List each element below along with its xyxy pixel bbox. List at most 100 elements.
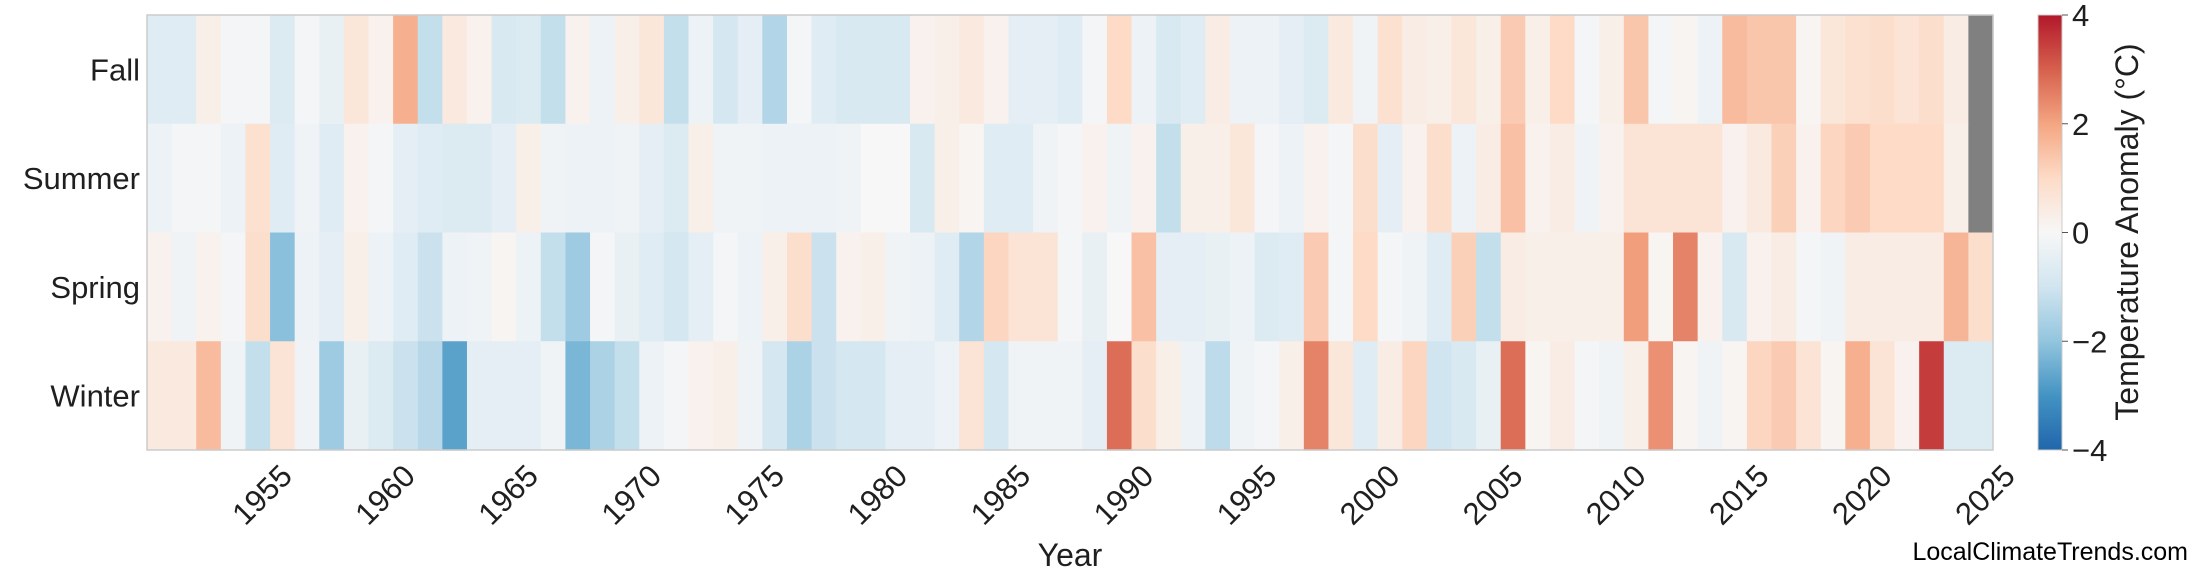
heatmap-cell-winter-1988 <box>1082 341 1108 451</box>
heatmap-cell-summer-1970 <box>639 123 665 234</box>
heatmap-cell-winter-1961 <box>417 341 443 451</box>
heatmap-cell-winter-1974 <box>737 341 763 451</box>
x-tick-label-1965: 1965 <box>471 458 545 532</box>
heatmap-cell-winter-1967 <box>565 341 591 451</box>
heatmap-cell-fall-2018 <box>1820 15 1846 125</box>
x-tick-label-2025: 2025 <box>1948 458 2022 532</box>
heatmap-cells <box>147 15 1994 451</box>
heatmap-cell-spring-2024 <box>1968 232 1994 342</box>
heatmap-cell-summer-2000 <box>1377 123 1403 234</box>
heatmap-cell-spring-1975 <box>762 232 788 342</box>
colorbar-tick-label-0: −4 <box>2072 433 2107 468</box>
heatmap-cell-spring-2017 <box>1796 232 1822 342</box>
heatmap-cell-winter-1955 <box>270 341 296 451</box>
heatmap-cell-winter-2002 <box>1426 341 1453 451</box>
heatmap-cell-summer-1991 <box>1156 123 1182 234</box>
heatmap-cell-summer-1983 <box>959 123 985 234</box>
heatmap-cell-spring-1971 <box>663 232 690 342</box>
heatmap-cell-winter-1950 <box>147 341 173 451</box>
heatmap-cell-winter-1981 <box>910 341 936 451</box>
heatmap-cell-fall-1991 <box>1156 15 1182 125</box>
heatmap-cell-summer-1961 <box>417 123 443 234</box>
heatmap-cell-fall-1979 <box>860 15 886 125</box>
heatmap-cell-fall-2005 <box>1500 15 1526 125</box>
heatmap-cell-summer-1951 <box>171 123 197 234</box>
heatmap-cell-spring-1954 <box>245 232 271 342</box>
heatmap-cell-winter-2023 <box>1943 341 1969 451</box>
heatmap-cell-winter-1997 <box>1303 341 1330 451</box>
heatmap-cell-winter-1953 <box>220 341 247 451</box>
heatmap-cell-winter-2016 <box>1771 341 1797 451</box>
colorbar-tick-label-4: 4 <box>2072 0 2089 33</box>
heatmap-cell-winter-2008 <box>1574 341 1600 451</box>
heatmap-cell-spring-1996 <box>1279 232 1305 342</box>
heatmap-cell-spring-1986 <box>1033 232 1059 342</box>
heatmap-cell-winter-2019 <box>1845 341 1871 451</box>
heatmap-cell-spring-2011 <box>1648 232 1674 342</box>
colorbar-tick-label-1: −2 <box>2072 324 2107 359</box>
heatmap-cell-spring-1988 <box>1082 232 1108 342</box>
heatmap-cell-spring-2021 <box>1894 232 1920 342</box>
heatmap-cell-spring-1955 <box>270 232 296 342</box>
heatmap-cell-summer-1993 <box>1205 123 1231 234</box>
heatmap-cell-fall-1975 <box>762 15 788 125</box>
x-tick-label-1990: 1990 <box>1087 458 1161 532</box>
heatmap-cell-winter-2006 <box>1525 341 1551 451</box>
heatmap-cell-summer-1957 <box>319 123 345 234</box>
heatmap-cell-fall-1985 <box>1008 15 1034 125</box>
heatmap-cell-fall-1977 <box>811 15 837 125</box>
heatmap-cell-spring-1980 <box>885 232 911 342</box>
heatmap-cell-summer-2003 <box>1451 123 1477 234</box>
heatmap-cell-winter-1999 <box>1353 341 1379 451</box>
heatmap-cell-summer-1971 <box>663 123 690 234</box>
heatmap-cell-spring-2009 <box>1599 232 1625 342</box>
heatmap-cell-fall-2004 <box>1476 15 1502 125</box>
heatmap-cell-winter-1994 <box>1229 341 1256 451</box>
heatmap-cell-fall-2013 <box>1697 15 1723 125</box>
heatmap-cell-winter-1991 <box>1156 341 1182 451</box>
heatmap-cell-winter-1968 <box>590 341 616 451</box>
heatmap-cell-spring-2000 <box>1377 232 1403 342</box>
heatmap-cell-spring-2020 <box>1869 232 1896 342</box>
heatmap-cell-fall-2016 <box>1771 15 1797 125</box>
heatmap-cell-spring-1963 <box>466 232 493 342</box>
site-credit: LocalClimateTrends.com <box>1912 538 2188 566</box>
heatmap-cell-summer-1988 <box>1082 123 1108 234</box>
heatmap-cell-summer-2006 <box>1525 123 1551 234</box>
x-tick-label-1985: 1985 <box>964 458 1038 532</box>
x-tick-label-1995: 1995 <box>1210 458 1284 532</box>
heatmap-cell-summer-1977 <box>811 123 837 234</box>
heatmap-cell-winter-2018 <box>1820 341 1846 451</box>
heatmap-cell-summer-2004 <box>1476 123 1502 234</box>
heatmap-cell-summer-1955 <box>270 123 296 234</box>
heatmap-cell-fall-1960 <box>393 15 419 125</box>
heatmap-cell-fall-1952 <box>196 15 222 125</box>
heatmap-cell-summer-1967 <box>565 123 591 234</box>
heatmap-cell-summer-1992 <box>1180 123 1206 234</box>
heatmap-cell-winter-1983 <box>959 341 985 451</box>
heatmap-cell-summer-1973 <box>713 123 739 234</box>
heatmap-cell-spring-1968 <box>590 232 616 342</box>
heatmap-cell-summer-2022 <box>1919 123 1945 234</box>
heatmap-cell-spring-1962 <box>442 232 468 342</box>
y-tick-label-fall: Fall <box>90 52 140 87</box>
x-tick-label-2010: 2010 <box>1579 458 1653 532</box>
heatmap-cell-spring-1985 <box>1008 232 1034 342</box>
heatmap-cell-winter-1951 <box>171 341 197 451</box>
heatmap-cell-fall-1965 <box>516 15 542 125</box>
heatmap-cell-fall-1957 <box>319 15 345 125</box>
heatmap-cell-fall-1980 <box>885 15 911 125</box>
heatmap-cell-winter-1982 <box>934 341 960 451</box>
heatmap-cell-winter-2000 <box>1377 341 1403 451</box>
heatmap-cell-spring-1998 <box>1328 232 1354 342</box>
heatmap-cell-summer-1995 <box>1254 123 1280 234</box>
heatmap-cell-winter-1987 <box>1057 341 1083 451</box>
heatmap-cell-fall-1988 <box>1082 15 1108 125</box>
heatmap-cell-spring-1974 <box>737 232 763 342</box>
heatmap-cell-winter-1973 <box>713 341 739 451</box>
heatmap-cell-fall-2021 <box>1894 15 1920 125</box>
heatmap-cell-fall-2020 <box>1869 15 1896 125</box>
heatmap-cell-spring-1992 <box>1180 232 1206 342</box>
heatmap-cell-fall-1983 <box>959 15 985 125</box>
heatmap-cell-summer-1996 <box>1279 123 1305 234</box>
